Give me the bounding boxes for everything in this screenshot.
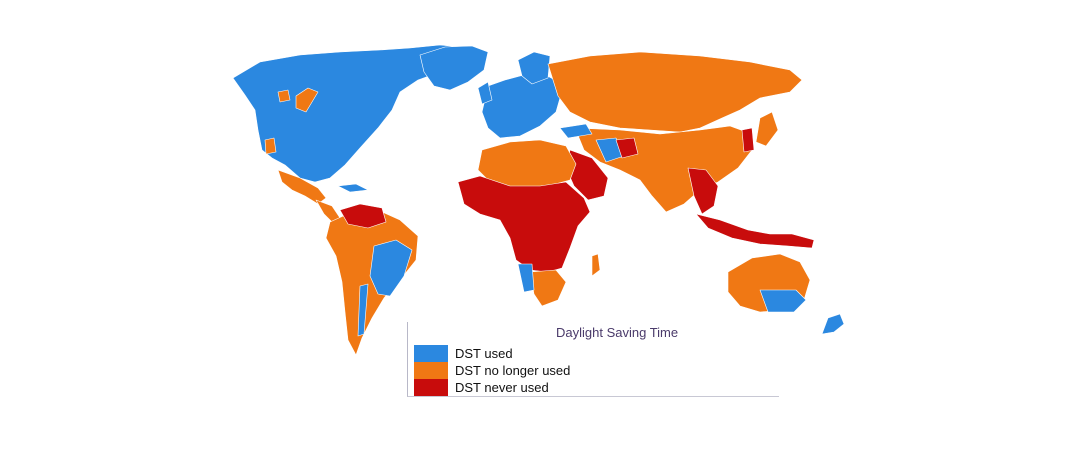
region-canada-partial — [295, 87, 319, 113]
legend-item-dst-used: DST used — [414, 345, 774, 362]
region-europe — [481, 71, 561, 139]
region-australia-southeast — [759, 289, 807, 313]
region-korea — [741, 127, 755, 153]
region-us-partial — [264, 137, 277, 155]
legend-swatch-used — [414, 345, 448, 362]
region-sub-saharan-africa — [457, 175, 591, 273]
region-new-zealand — [821, 313, 845, 335]
region-madagascar — [591, 253, 601, 277]
region-paraguay-chile — [357, 283, 369, 337]
region-turkey — [559, 123, 593, 139]
legend-label: DST no longer used — [455, 363, 571, 378]
region-namibia — [517, 263, 535, 293]
region-brazil-south — [369, 239, 413, 297]
legend-title: Daylight Saving Time — [556, 325, 679, 340]
region-southern-africa — [529, 269, 567, 307]
region-cuba — [337, 183, 369, 193]
region-indonesia — [695, 213, 815, 249]
legend-item-dst-no-longer-used: DST no longer used — [414, 362, 774, 379]
region-venezuela — [339, 203, 387, 229]
legend-swatch-no-longer-used — [414, 362, 448, 379]
region-uk — [477, 81, 493, 105]
region-greenland — [419, 45, 489, 91]
region-russia — [547, 51, 803, 133]
region-south-america — [325, 209, 419, 356]
legend-item-dst-never-used: DST never used — [414, 379, 774, 396]
legend-swatch-never-used — [414, 379, 448, 396]
region-scandinavia — [517, 51, 551, 85]
legend-label: DST used — [455, 346, 513, 361]
region-southeast-asia — [687, 167, 719, 215]
region-afghanistan — [615, 137, 639, 159]
legend-label: DST never used — [455, 380, 549, 395]
region-canada-partial-2 — [277, 89, 291, 103]
region-japan — [755, 111, 779, 147]
map-legend: Daylight Saving Time DST used DST no lon… — [407, 322, 779, 397]
region-asia — [574, 125, 753, 213]
